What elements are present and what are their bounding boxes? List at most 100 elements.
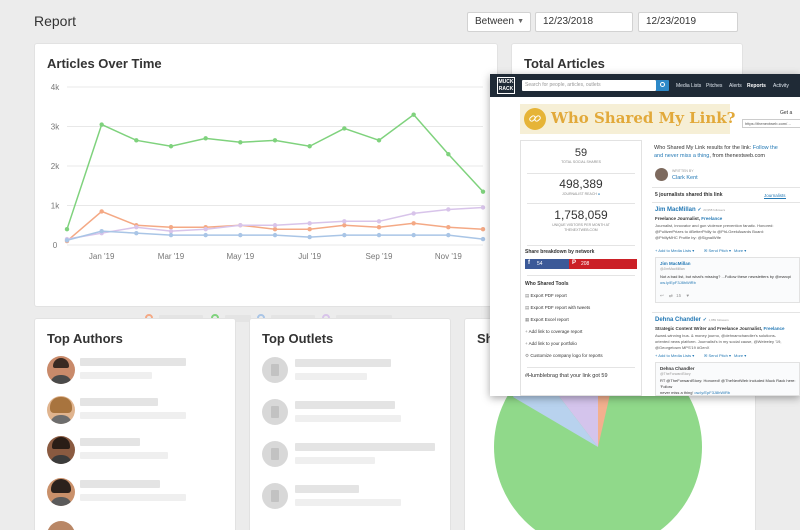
tweet-card: Jim MacMillan @JimMacMillan Not a bad li… (655, 257, 800, 303)
banner-title: Who Shared My Link? (551, 109, 736, 127)
send-pitch-button[interactable]: ✉ Send Pitch ▾ (704, 353, 731, 358)
data-point (238, 232, 243, 238)
outlet-icon (262, 441, 288, 467)
articles-chart: 0 1k 2k 3k 4k Jan '19 Mar '19 May '19 Jul '19 Sep… (51, 83, 486, 261)
date-from-input[interactable]: 12/23/2018 (535, 12, 633, 32)
plus-icon: + (655, 353, 658, 358)
get-a-label: Get a (780, 110, 793, 116)
articles-over-time-card: Articles Over Time 0 1k 2k 3k 4k Jan '19 Mar '… (35, 44, 497, 322)
data-point (307, 227, 312, 232)
nav-alerts[interactable]: Alerts (729, 83, 742, 89)
tweet-text: Not a bad list, but what's missing? ...F… (660, 274, 792, 285)
add-to-media-lists-button[interactable]: + Add to Media Lists ▾ (655, 353, 695, 358)
data-point (272, 138, 278, 143)
facebook-share-bar[interactable]: f 54 (525, 259, 569, 269)
who-shared-banner: Who Shared My Link? (520, 104, 735, 134)
document-icon: ▤ (525, 293, 530, 298)
author-avatar (47, 356, 75, 384)
more-button[interactable]: More ▾ (734, 353, 747, 358)
chevron-down-icon: ▼ (517, 18, 524, 25)
data-point (376, 232, 382, 238)
top-authors-card: Top Authors (35, 319, 235, 530)
nav-pitches[interactable]: Pitches (706, 83, 723, 89)
tool-add-portfolio[interactable]: + Add link to your portfolio (525, 341, 577, 346)
tool-add-coverage[interactable]: + Add link to coverage report (525, 329, 583, 334)
data-point (480, 227, 486, 232)
data-point (203, 227, 208, 232)
tool-export-excel[interactable]: ▦ Export Excel report (525, 317, 569, 322)
date-to-input[interactable]: 12/23/2019 (638, 12, 738, 32)
tab-journalists[interactable]: Journalists (764, 193, 786, 199)
data-point (446, 232, 451, 238)
tweet-actions: ↩ ⇄ 15 ♥ (660, 293, 689, 299)
retweet-icon[interactable]: ⇄ (669, 293, 673, 298)
range-mode-value: Between (475, 16, 514, 27)
tool-export-pdf-tweets[interactable]: ▤ Export PDF report with tweets (525, 305, 591, 310)
top-outlets-title: Top Outlets (262, 331, 334, 346)
data-point (99, 209, 104, 214)
journalist-card: Dehna Chandler ✓ 1,889 followers Strateg… (652, 316, 800, 396)
author-avatar (47, 436, 75, 464)
y-tick-label: 0 (53, 241, 58, 250)
url-input[interactable]: https://thenextweb.com/… (742, 119, 800, 128)
tweet-handle: @JimMacMillan (660, 267, 685, 271)
range-mode-select[interactable]: Between ▼ (467, 12, 531, 32)
nav-activity[interactable]: Activity (773, 83, 789, 89)
data-point (307, 144, 312, 149)
journalist-title: Strategic Content Writer and Freelance J… (655, 326, 785, 331)
muckrack-search-input[interactable]: Search for people, articles, outlets (522, 80, 656, 91)
data-point (272, 223, 278, 228)
page-title: Report (34, 13, 77, 29)
data-point (238, 223, 243, 228)
data-point (342, 219, 347, 224)
author-name[interactable]: Clark Kent (672, 175, 698, 181)
nav-media-lists[interactable]: Media Lists (676, 83, 702, 89)
muckrack-logo: MUCK RACK (497, 77, 515, 94)
muckrack-search-button[interactable] (656, 80, 669, 91)
nav-reports[interactable]: Reports (747, 83, 766, 89)
plus-icon: + (525, 329, 528, 334)
written-by-label: WRITTEN BY (672, 169, 694, 173)
more-button[interactable]: More ▾ (734, 248, 747, 253)
author-avatar (47, 396, 75, 424)
author-avatar (47, 521, 75, 530)
data-point (99, 228, 104, 234)
x-tick-label: Jul '19 (298, 252, 321, 261)
x-tick-label: Mar '19 (158, 252, 185, 261)
tool-export-pdf[interactable]: ▤ Export PDF report (525, 293, 567, 298)
data-point (307, 221, 312, 226)
data-point (203, 136, 208, 141)
data-point (376, 225, 382, 230)
data-point (64, 227, 70, 232)
stats-column: 59 TOTAL SOCIAL SHARES 498,389 JOURNALIS… (520, 140, 642, 396)
heart-icon[interactable]: ♥ (686, 293, 690, 298)
facebook-count: 54 (537, 261, 543, 267)
author-avatar (655, 168, 668, 181)
journalist-name[interactable]: Dehna Chandler ✓ 1,889 followers (655, 317, 729, 323)
top-authors-title: Top Authors (47, 331, 123, 346)
data-point (307, 234, 312, 240)
data-point (446, 225, 451, 230)
y-tick-label: 1k (51, 202, 60, 211)
journalists-count: 5 journalists shared this link (655, 192, 723, 198)
data-point (238, 140, 243, 145)
journalist-name[interactable]: Jim MacMillan ✓ 23,958 followers (655, 207, 726, 213)
outlet-icon (262, 483, 288, 509)
data-point (480, 236, 486, 242)
results-link[interactable]: Follow the (752, 145, 778, 151)
data-point (134, 225, 139, 230)
pinterest-share-bar[interactable]: P 208 (569, 259, 637, 269)
pinterest-icon: P (572, 260, 577, 266)
results-link-cont[interactable]: and never miss a thing (654, 153, 710, 159)
stat-journalist-reach: 498,389 JOURNALIST REACH ● (521, 177, 641, 196)
stat-unique-visitors-label: UNIQUE VISITORS PER MONTH AT THENEXTWEB.… (552, 223, 610, 232)
add-to-media-lists-button[interactable]: + Add to Media Lists ▾ (655, 248, 695, 253)
chart-title: Articles Over Time (47, 56, 162, 71)
muckrack-navbar: MUCK RACK Search for people, articles, o… (490, 74, 800, 97)
journalist-bio: Award-winning bus. & money journo, @dehn… (655, 333, 782, 350)
send-pitch-button[interactable]: ✉ Send Pitch ▾ (704, 248, 731, 253)
tool-customize-logo[interactable]: ⚙ Customize company logo for reports (525, 353, 603, 358)
pinterest-count: 208 (581, 261, 590, 267)
reply-icon[interactable]: ↩ (660, 293, 664, 298)
y-tick-label: 4k (51, 83, 60, 92)
